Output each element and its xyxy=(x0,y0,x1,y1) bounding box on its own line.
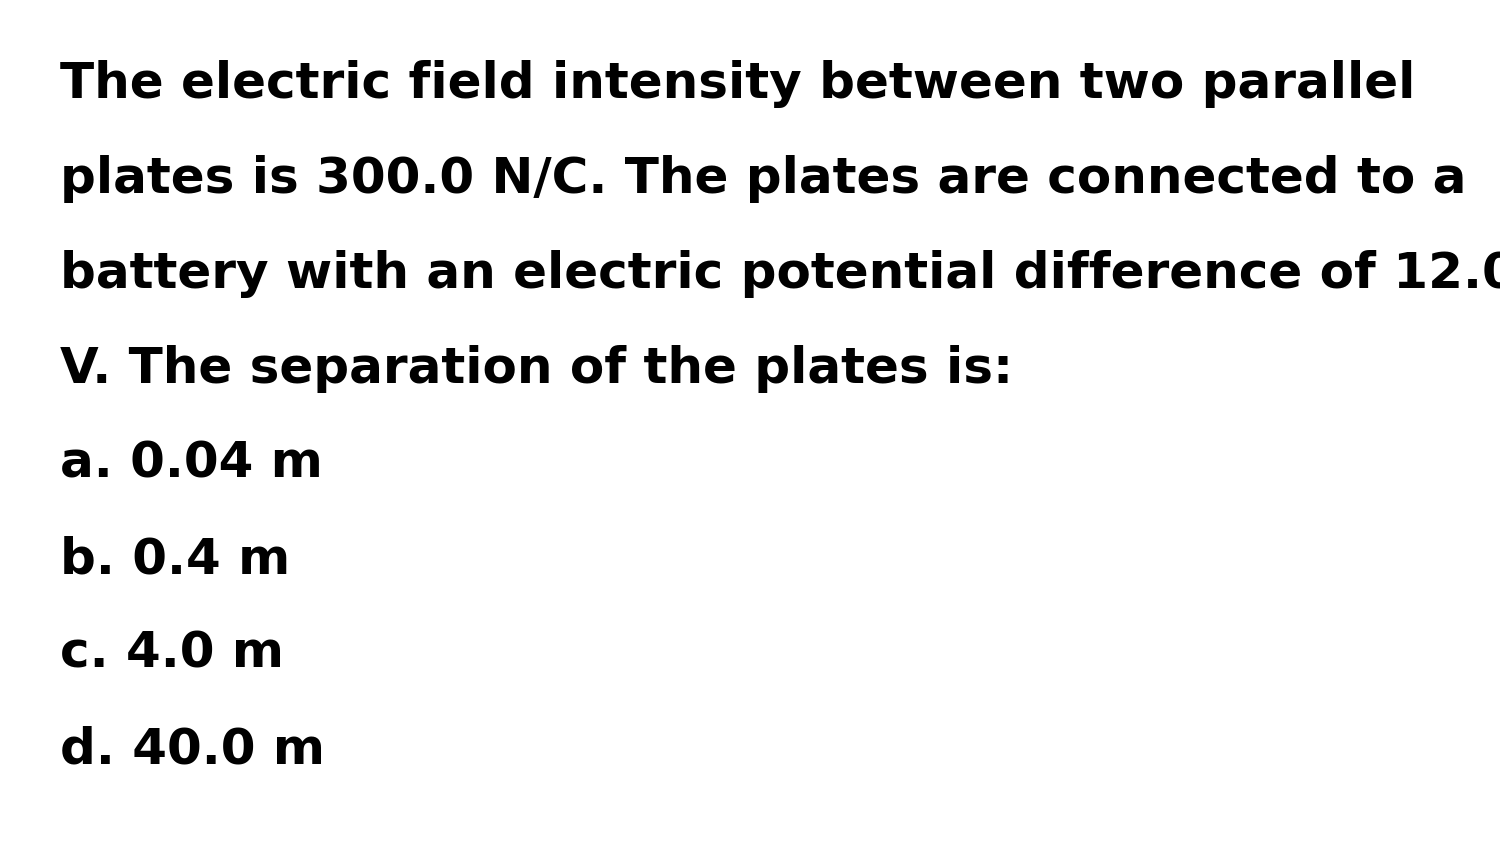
Text: The electric field intensity between two parallel: The electric field intensity between two… xyxy=(60,60,1416,108)
Text: V. The separation of the plates is:: V. The separation of the plates is: xyxy=(60,345,1012,393)
Text: battery with an electric potential difference of 12.0: battery with an electric potential diffe… xyxy=(60,250,1500,298)
Text: a. 0.04 m: a. 0.04 m xyxy=(60,440,322,488)
Text: b. 0.4 m: b. 0.4 m xyxy=(60,535,291,583)
Text: c. 4.0 m: c. 4.0 m xyxy=(60,630,284,678)
Text: plates is 300.0 N/C. The plates are connected to a: plates is 300.0 N/C. The plates are conn… xyxy=(60,155,1467,203)
Text: d. 40.0 m: d. 40.0 m xyxy=(60,725,326,773)
